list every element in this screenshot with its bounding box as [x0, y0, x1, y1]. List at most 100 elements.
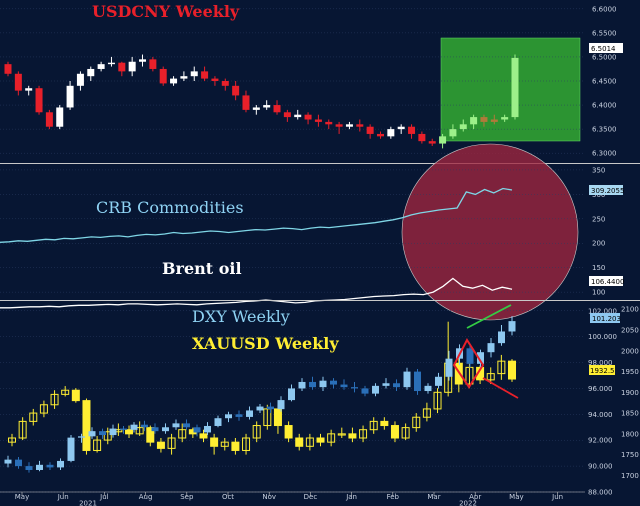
- usdcny-candle-body: [511, 57, 519, 118]
- dxy-candle-body: [508, 321, 516, 332]
- x-month-label: Apr: [469, 493, 481, 501]
- usdcny-candle-body: [283, 112, 291, 118]
- usdcny-candle-body: [107, 62, 115, 65]
- dxy-candle-body: [183, 423, 190, 428]
- dxy-candle-body: [225, 414, 232, 419]
- dxy-candle-body: [466, 348, 474, 364]
- crb-brent-y-tick-label: 250: [592, 215, 605, 223]
- dxy-last-value: 101.203: [592, 315, 621, 323]
- xau-candle-body: [220, 441, 229, 447]
- xau-y-tick-label: 1800: [621, 430, 639, 438]
- xau-candle-body: [412, 416, 421, 429]
- usdcny-candle-body: [439, 136, 447, 144]
- xau-y-tick-label: 1700: [621, 472, 639, 480]
- xau-y-tick-label: 2100: [621, 306, 639, 314]
- usdcny-candle-body: [180, 76, 188, 79]
- usdcny-y-tick-label: 6.3000: [592, 150, 617, 158]
- usdcny-candle-body: [459, 124, 467, 130]
- xau-candle-body: [348, 433, 357, 439]
- usdcny-candle-body: [325, 121, 333, 125]
- dxy-candle-body: [487, 343, 495, 353]
- crb-brent-y-tick-label: 200: [592, 240, 605, 248]
- usdcny-candle-body: [45, 112, 53, 127]
- xau-y-tick-label: 1750: [621, 451, 639, 459]
- gold-downtrend-line: [482, 377, 519, 399]
- xau-candle-body: [390, 425, 399, 439]
- xau-candle-body: [359, 429, 368, 439]
- dxy-candle-body: [193, 427, 201, 433]
- usdcny-y-tick-label: 6.6000: [592, 5, 617, 13]
- x-month-label: Jul: [99, 493, 109, 501]
- dxy-candle-body: [141, 424, 148, 428]
- dxy-candles: [4, 315, 516, 473]
- dxy-candle-body: [235, 414, 243, 417]
- usdcny-candle-body: [139, 59, 147, 62]
- xau-candle-body: [273, 408, 282, 427]
- usdcny-candle-body: [294, 114, 302, 118]
- dxy-series-label: DXY Weekly: [192, 307, 290, 326]
- dxy-candle-body: [351, 387, 358, 389]
- usdcny-candle-body: [428, 141, 436, 144]
- dxy-candle-body: [498, 331, 505, 344]
- xau-candle-body: [199, 433, 208, 439]
- crb-highlight-circle: [401, 143, 579, 321]
- xau-candle-body: [135, 427, 144, 435]
- usdcny-candle-body: [501, 117, 509, 120]
- xau-candle-body: [39, 404, 48, 414]
- usdcny-candle-body: [149, 59, 157, 69]
- brent-series-label: Brent oil: [162, 259, 242, 278]
- usdcny-candle-body: [252, 107, 260, 110]
- usdcny-candle-body: [387, 129, 395, 137]
- usdcny-candle-body: [14, 73, 22, 91]
- usdcny-candle-body: [480, 117, 488, 122]
- usdcny-y-tick-label: 6.5500: [592, 29, 617, 37]
- x-month-label: Sep: [180, 493, 194, 501]
- dxy-candle-body: [393, 383, 400, 388]
- dxy-candle-body: [267, 406, 274, 410]
- xau-candle-body: [210, 437, 219, 447]
- x-month-label: May: [15, 493, 29, 501]
- xau-candle-body: [178, 429, 187, 439]
- crb-last-value-badge: 309.2055: [589, 185, 624, 195]
- xau-candle-body: [422, 408, 431, 418]
- usdcny-candles: [4, 54, 519, 149]
- dxy-y-tick-label: 100.000: [588, 333, 617, 341]
- xau-y-tick-label: 1900: [621, 389, 639, 397]
- dxy-candle-body: [130, 424, 138, 430]
- xau-candle-body: [508, 360, 516, 380]
- xau-candle-body: [337, 433, 346, 436]
- x-month-label: Jun: [57, 493, 69, 501]
- crb-series-line: [0, 187, 513, 243]
- usdcny-candle-body: [76, 73, 84, 86]
- usdcny-candle-body: [490, 119, 498, 122]
- dxy-candle-body: [67, 437, 75, 461]
- dxy-candle-body: [309, 381, 316, 388]
- dxy-candle-body: [361, 388, 369, 394]
- xau-last-value: 1932.5: [590, 367, 615, 375]
- xau-candle-body: [252, 425, 261, 439]
- usdcny-candle-body: [128, 61, 136, 72]
- x-month-label: May: [509, 493, 523, 501]
- usdcny-last-value: 6.5014: [591, 45, 616, 53]
- usdcny-candle-body: [87, 68, 95, 77]
- dxy-candle-body: [298, 381, 306, 389]
- xau-candle-body: [242, 437, 251, 451]
- dxy-y-tick-label: 92.000: [588, 437, 613, 445]
- xau-candle-body: [231, 441, 240, 451]
- dxy-candle-body: [319, 380, 327, 388]
- usdcny-candle-body: [221, 81, 229, 86]
- xau-y-tick-label: 1850: [621, 410, 639, 418]
- xau-candle-body: [18, 420, 27, 439]
- dxy-candle-body: [25, 466, 33, 470]
- xau-candle-body: [433, 391, 442, 410]
- dxy-candle-body: [340, 384, 348, 388]
- usdcny-candle-body: [159, 68, 167, 84]
- xau-candle-body: [125, 429, 134, 435]
- xau-candle-body: [167, 437, 176, 449]
- usdcny-candle-body: [56, 107, 64, 127]
- xau-candle-body: [465, 366, 474, 385]
- xau-candle-body: [50, 393, 59, 406]
- dxy-candle-body: [277, 400, 285, 410]
- usdcny-candle-body: [201, 71, 209, 79]
- usdcny-candle-body: [35, 88, 43, 113]
